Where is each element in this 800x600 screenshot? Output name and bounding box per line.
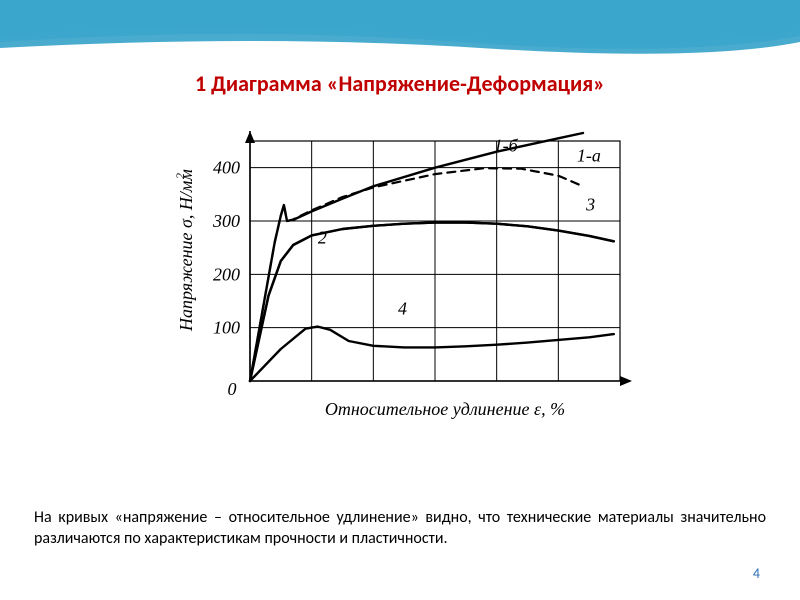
curve-4 [250,327,614,381]
svg-text:300: 300 [212,211,240,231]
slide-content: 1 Диаграмма «Напряжение-Деформация» 0 100… [0,70,800,462]
svg-text:4: 4 [398,298,407,318]
svg-text:3: 3 [585,194,595,214]
caption-text: На кривых «напряжение – относительное уд… [34,508,766,550]
chart-box: 0100200300400Напряжение σ, Н/мм2Относите… [128,105,672,462]
svg-text:Относительное удлинение ε, %: Относительное удлинение ε, % [325,399,565,419]
svg-text:2: 2 [173,173,187,179]
stress-strain-chart: 0100200300400Напряжение σ, Н/мм2Относите… [140,111,660,451]
chart-container: 0100200300400Напряжение σ, Н/мм2Относите… [0,105,800,462]
svg-text:100: 100 [213,318,240,338]
svg-text:1-б: 1-б [494,136,519,156]
svg-text:200: 200 [213,264,240,284]
curve-2 [250,223,614,381]
curve-3 [250,223,614,381]
wave-banner [0,0,800,60]
svg-text:2: 2 [318,227,327,247]
svg-text:Напряжение σ, Н/мм: Напряжение σ, Н/мм [176,169,196,332]
svg-text:0: 0 [228,379,237,399]
svg-text:400: 400 [213,158,240,178]
svg-text:1-а: 1-а [577,145,601,165]
slide-title: 1 Диаграмма «Напряжение-Деформация» [0,70,800,97]
page-number: 4 [753,565,760,582]
